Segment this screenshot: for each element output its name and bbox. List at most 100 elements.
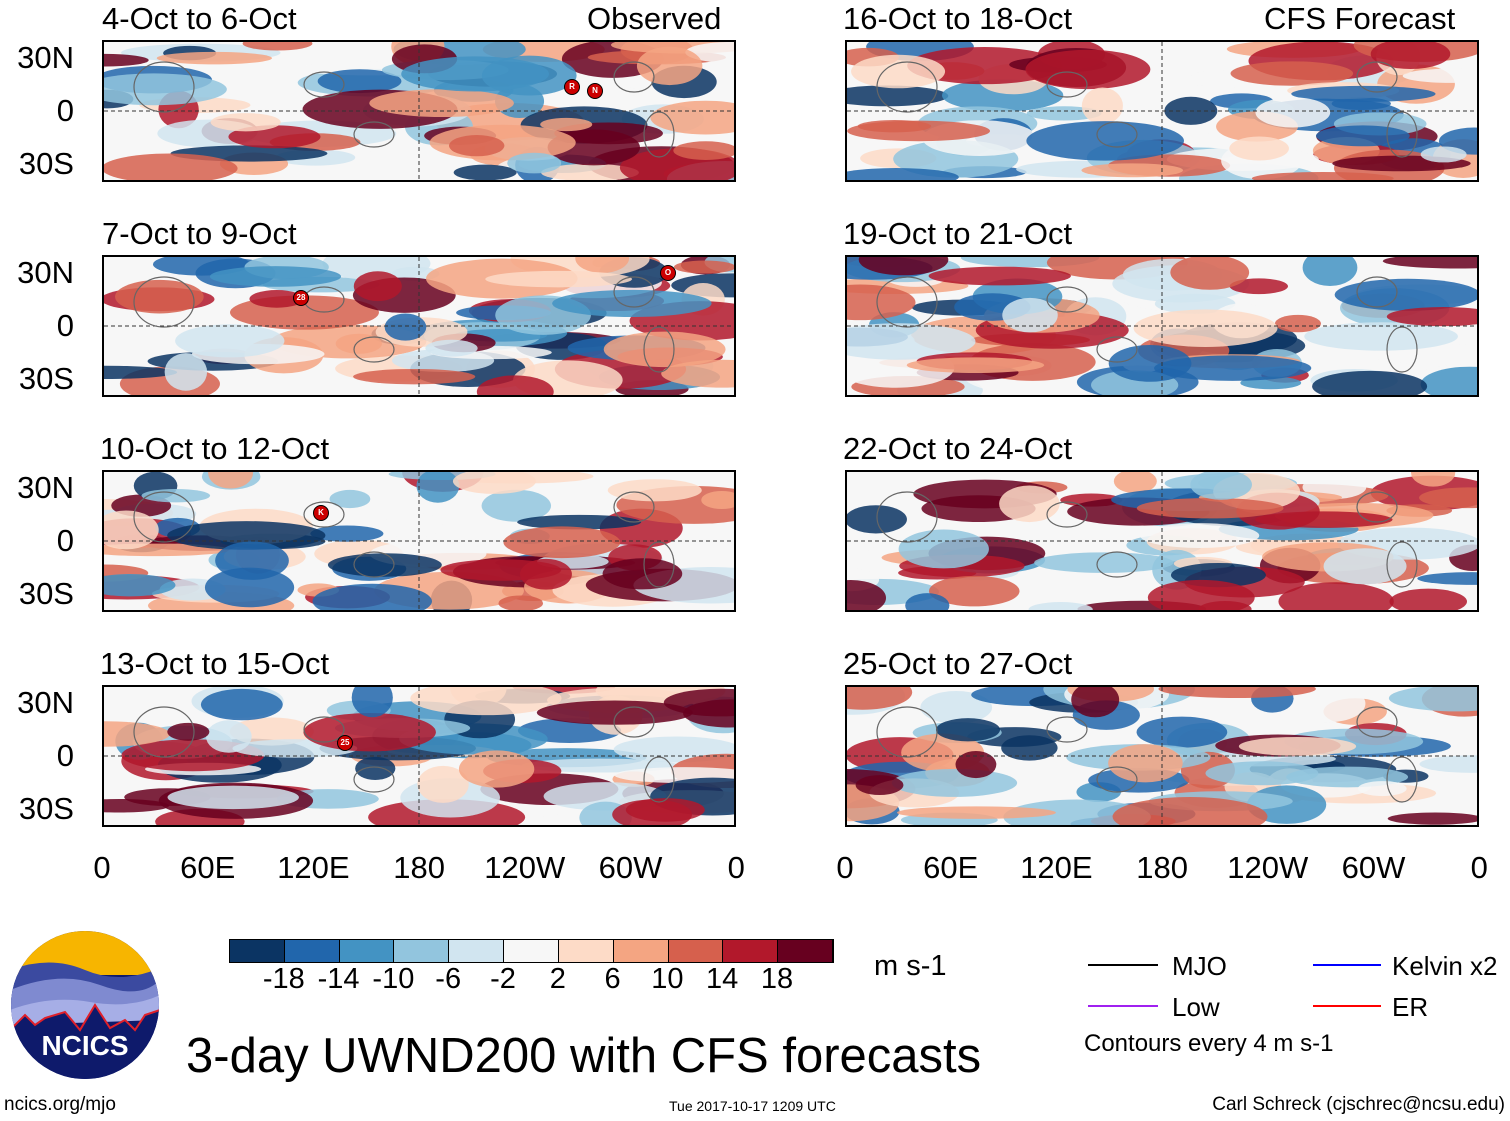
legend-line-low — [1088, 1005, 1158, 1007]
panel-title: 13-Oct to 15-Oct — [100, 646, 330, 681]
wind-anomaly-region — [517, 514, 642, 530]
wind-anomaly-region — [1274, 314, 1321, 333]
figure-title: 3-day UWND200 with CFS forecasts — [186, 1029, 982, 1083]
wind-anomaly-region — [650, 100, 734, 135]
wind-anomaly-region — [1386, 307, 1477, 327]
colorbar-swatch — [230, 940, 285, 962]
colorbar-swatch — [558, 940, 614, 962]
lon-label: 0 — [93, 850, 111, 885]
wind-anomaly-region — [1388, 687, 1477, 712]
credit: Carl Schreck (cjschrec@ncsu.edu) — [1212, 1094, 1505, 1115]
coastline — [1356, 276, 1398, 308]
wind-anomaly-region — [1357, 781, 1407, 797]
colorbar-swatch — [394, 940, 450, 962]
storm-marker: R — [564, 79, 580, 95]
wind-anomaly-region — [383, 512, 443, 539]
panel-title: 4-Oct to 6-Oct — [102, 1, 297, 36]
wind-anomaly-region — [602, 558, 683, 590]
wind-anomaly-region — [1402, 68, 1477, 83]
coastline — [1046, 501, 1088, 528]
logo-text: NCICS — [41, 1030, 128, 1061]
coastline — [1386, 111, 1418, 158]
panel-title: 19-Oct to 21-Oct — [843, 216, 1073, 251]
wind-anomaly-region — [1389, 588, 1467, 610]
wind-anomaly-region — [1113, 472, 1157, 494]
wind-anomaly-region — [200, 688, 283, 721]
coastline — [353, 336, 395, 363]
map-panel: 25 — [102, 685, 736, 827]
wind-anomaly-region — [175, 324, 285, 358]
site-url[interactable]: ncics.org/mjo — [4, 1094, 116, 1115]
coastline — [613, 491, 655, 523]
coastline — [876, 61, 938, 113]
panel-title: 16-Oct to 18-Oct — [843, 1, 1073, 36]
wind-anomaly-region — [401, 56, 550, 92]
coastline — [133, 61, 195, 113]
coastline — [613, 706, 655, 738]
wind-anomaly-region — [317, 69, 402, 94]
wind-anomaly-region — [453, 164, 517, 180]
wind-anomaly-region — [353, 271, 402, 302]
wind-anomaly-region — [847, 284, 916, 321]
coastline — [1046, 71, 1088, 98]
wind-anomaly-region — [335, 333, 383, 354]
wind-anomaly-region — [847, 120, 991, 142]
wind-anomaly-region — [575, 257, 630, 273]
lat-label: 0 — [56, 738, 74, 773]
ncics-logo: NCICS — [11, 931, 159, 1079]
map-panel — [845, 470, 1479, 612]
wind-anomaly-region — [999, 485, 1060, 523]
map-panel: 28 O — [102, 255, 736, 397]
wind-anomaly-region — [204, 567, 295, 608]
wind-anomaly-region — [920, 691, 993, 724]
wind-anomaly-region — [1190, 472, 1252, 500]
wind-anomaly-region — [249, 290, 305, 308]
wind-anomaly-region — [327, 553, 442, 577]
wind-anomaly-region — [104, 573, 176, 597]
wind-anomaly-region — [955, 750, 997, 779]
wind-anomaly-region — [353, 368, 476, 385]
lon-label: 120E — [1020, 850, 1093, 885]
wind-anomaly-region — [536, 700, 693, 725]
wind-anomaly-region — [1205, 761, 1319, 786]
wind-anomaly-region — [1292, 687, 1366, 723]
colorbar — [229, 939, 834, 963]
lat-label: 30S — [18, 791, 74, 826]
legend-line-mjo — [1088, 964, 1158, 966]
colorbar-tick-label: 2 — [549, 963, 566, 995]
wind-anomaly-region — [167, 722, 210, 741]
wind-anomaly-region — [612, 799, 692, 825]
timestamp: Tue 2017-10-17 1209 UTC — [669, 1098, 836, 1114]
coastline — [643, 541, 675, 588]
lat-label: 30N — [17, 685, 74, 720]
lat-label: 0 — [56, 93, 74, 128]
wind-anomaly-region — [1002, 297, 1058, 333]
colorbar-tick-label: 10 — [651, 963, 684, 995]
map-panel — [845, 40, 1479, 182]
legend-label-er: ER — [1392, 992, 1429, 1022]
wind-anomaly-region — [1251, 171, 1394, 180]
wind-anomaly-region — [355, 756, 396, 780]
cfs-forecast-header: CFS Forecast — [1264, 1, 1456, 36]
coastline — [613, 276, 655, 308]
coastline — [643, 111, 675, 158]
coastline — [133, 276, 195, 328]
wind-anomaly-region — [164, 353, 208, 391]
coastline — [1356, 61, 1398, 93]
colorbar-tick-label: -14 — [317, 963, 360, 995]
contour-note: Contours every 4 m s-1 — [1084, 1030, 1334, 1057]
wind-anomaly-region — [673, 260, 734, 274]
map-panel — [845, 255, 1479, 397]
lat-label: 30N — [17, 255, 74, 290]
lat-label: 30N — [17, 470, 74, 505]
storm-marker: 28 — [293, 290, 309, 306]
wind-anomaly-region — [1316, 125, 1410, 147]
wind-anomaly-region — [1254, 511, 1393, 528]
wind-anomaly-region — [485, 270, 633, 288]
wind-anomaly-region — [1170, 257, 1250, 290]
coastline — [133, 706, 195, 758]
wind-anomaly-region — [416, 472, 460, 503]
wind-anomaly-region — [384, 313, 427, 341]
wind-anomaly-region — [425, 339, 478, 357]
wind-anomaly-region — [896, 806, 1056, 819]
